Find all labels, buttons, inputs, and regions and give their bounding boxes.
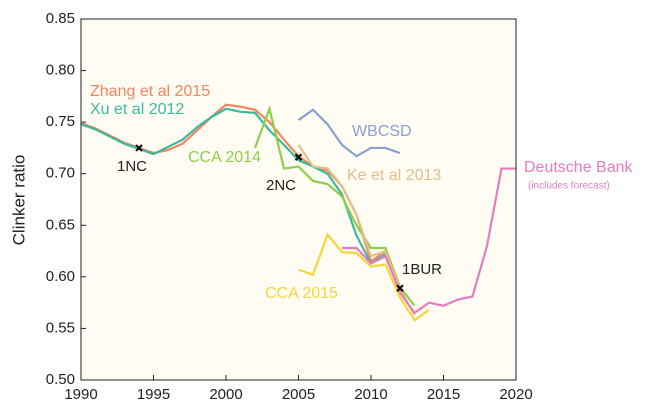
y-axis-label: Clinker ratio <box>9 155 28 246</box>
y-tick-label: 0.85 <box>46 10 75 27</box>
y-tick-label: 0.50 <box>46 371 75 388</box>
marker <box>396 284 404 292</box>
series-line <box>297 108 401 158</box>
y-tick-label: 0.60 <box>46 268 75 285</box>
marker <box>135 144 143 152</box>
series-label: Ke et al 2013 <box>347 167 441 184</box>
series-label: CCA 2015 <box>265 285 338 302</box>
series-line <box>297 144 416 316</box>
plot-area <box>81 19 516 380</box>
y-tick-label: 0.65 <box>46 216 75 233</box>
x-tick-label: 2020 <box>499 386 532 403</box>
series-label: Xu et al 2012 <box>90 101 184 118</box>
marker-label: 1NC <box>117 158 147 175</box>
x-tick-label: 1995 <box>137 386 170 403</box>
x-tick-label: 2015 <box>427 386 460 403</box>
marker-label: 2NC <box>266 177 296 194</box>
series-line <box>342 167 516 315</box>
x-tick-label: 2005 <box>282 386 315 403</box>
y-tick-label: 0.80 <box>46 62 75 79</box>
y-tick-label: 0.70 <box>46 165 75 182</box>
series-line <box>298 232 430 322</box>
series-line <box>80 107 387 266</box>
x-tick-label: 2000 <box>209 386 242 403</box>
y-tick-label: 0.55 <box>46 319 75 336</box>
marker-label: 1BUR <box>402 261 442 278</box>
plot-frame <box>80 18 517 381</box>
marker <box>294 153 303 161</box>
series-label: Zhang et al 2015 <box>90 83 210 100</box>
x-tick-label: 1990 <box>64 386 97 403</box>
series-label: Deutsche Bank <box>524 159 634 176</box>
series-label: CCA 2014 <box>188 149 261 166</box>
y-tick-label: 0.75 <box>46 113 75 130</box>
series-label: WBCSD <box>352 123 412 140</box>
series-note: (includes forecast) <box>528 181 610 192</box>
x-tick-label: 2010 <box>354 386 387 403</box>
